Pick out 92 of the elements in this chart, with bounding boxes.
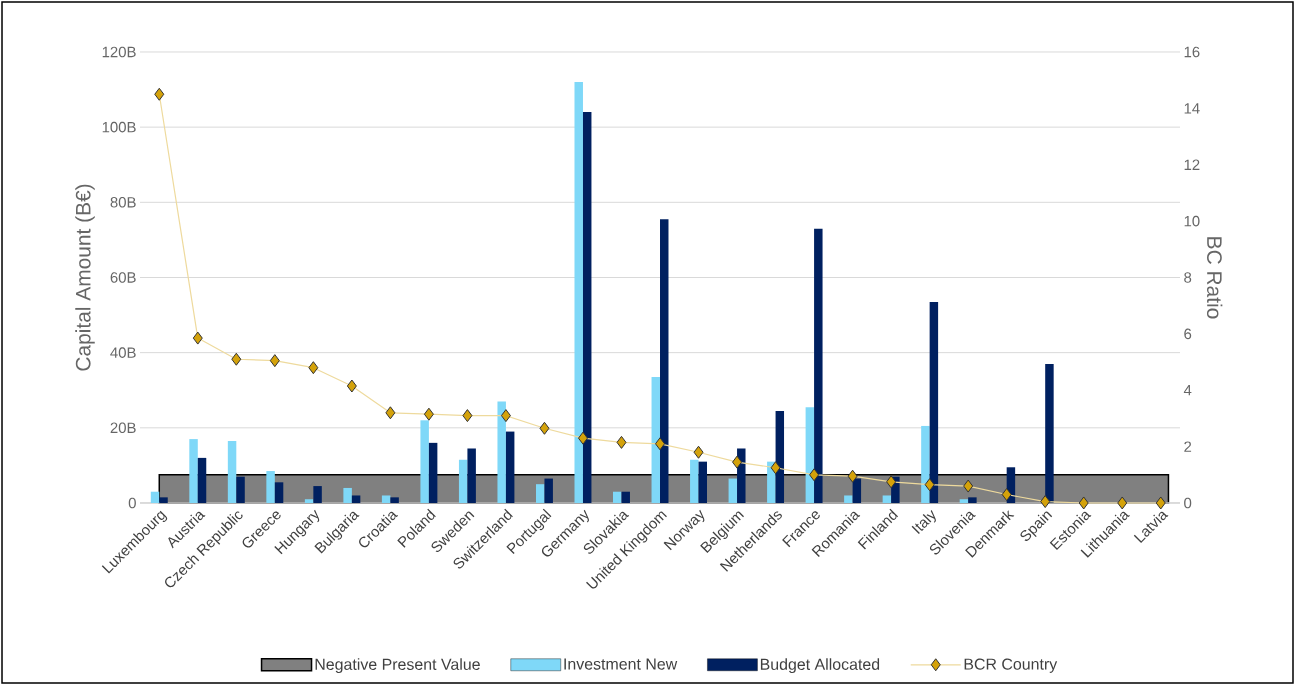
bar xyxy=(544,478,553,503)
y-tick-label: 80B xyxy=(110,197,136,208)
y-tick-label: 20B xyxy=(110,422,136,434)
point xyxy=(616,435,627,449)
bar xyxy=(458,459,468,503)
point xyxy=(732,455,743,469)
point xyxy=(809,468,820,482)
y2-axis-title: BC Ratio xyxy=(1206,237,1223,319)
legend-label: Investment New xyxy=(564,658,678,670)
bar xyxy=(505,431,515,503)
bar xyxy=(390,497,399,503)
bar xyxy=(497,401,506,503)
bar xyxy=(737,448,746,503)
bar xyxy=(351,495,361,503)
point xyxy=(655,437,666,451)
y-tick-label: 120B xyxy=(102,46,136,58)
y-axis-title: Capital Amount (B€) xyxy=(75,184,95,371)
bar xyxy=(844,495,853,503)
legend-label: Negative Present Value xyxy=(315,658,480,674)
bar xyxy=(805,407,815,503)
bar xyxy=(274,482,284,503)
bar xyxy=(343,487,352,503)
bar xyxy=(814,228,823,503)
point xyxy=(924,478,935,492)
bar xyxy=(189,439,198,503)
point xyxy=(539,421,550,435)
y-tick-label: 40B xyxy=(110,347,136,358)
bar xyxy=(882,495,892,503)
bar xyxy=(690,459,699,503)
y2-tick-label: 6 xyxy=(1184,328,1192,340)
point xyxy=(154,87,165,101)
bar xyxy=(582,112,592,503)
bar xyxy=(266,471,275,503)
bar xyxy=(227,440,237,503)
bar xyxy=(921,425,930,503)
y2-tick-label: 0 xyxy=(1184,497,1192,509)
point xyxy=(1001,488,1012,502)
point xyxy=(847,469,858,483)
bar xyxy=(467,448,476,503)
point xyxy=(693,445,704,459)
bar xyxy=(698,461,707,503)
y-tick-label: 100B xyxy=(102,121,136,133)
bar xyxy=(159,497,168,503)
bar xyxy=(197,457,207,503)
bar xyxy=(236,476,245,503)
bar xyxy=(959,499,969,503)
bar xyxy=(535,484,545,503)
point xyxy=(1078,496,1089,510)
point xyxy=(500,409,511,423)
point xyxy=(269,354,280,368)
y2-tick-label: 10 xyxy=(1184,215,1200,227)
legend-label: Budget Allocated xyxy=(760,658,880,674)
point xyxy=(231,352,242,366)
bar xyxy=(852,478,862,503)
bar xyxy=(613,491,622,503)
bar xyxy=(574,82,583,503)
bar xyxy=(660,219,669,503)
bar xyxy=(728,478,738,503)
bar xyxy=(621,491,630,503)
y2-tick-label: 4 xyxy=(1183,385,1192,396)
bar xyxy=(150,491,160,503)
point xyxy=(1117,496,1128,510)
point xyxy=(963,479,974,493)
bar xyxy=(775,410,785,503)
bar xyxy=(313,486,322,503)
point xyxy=(192,331,203,345)
y2-tick-label: 16 xyxy=(1184,46,1200,58)
bar xyxy=(929,301,939,503)
point xyxy=(423,407,434,421)
point xyxy=(385,406,396,420)
point xyxy=(1155,496,1166,510)
bar xyxy=(381,495,391,503)
point xyxy=(462,409,473,423)
bar xyxy=(428,442,438,503)
point xyxy=(770,461,781,475)
y2-tick-label: 2 xyxy=(1184,441,1192,452)
y2-tick-label: 14 xyxy=(1184,103,1200,114)
point xyxy=(886,475,897,489)
y2-tick-label: 12 xyxy=(1184,159,1200,170)
bar xyxy=(304,499,314,503)
y-tick-label: 0 xyxy=(128,497,136,509)
y-tick-label: 60B xyxy=(110,272,136,283)
bar xyxy=(1045,363,1054,503)
bar xyxy=(651,377,661,503)
point xyxy=(308,361,319,375)
y2-tick-label: 8 xyxy=(1184,272,1192,283)
bar xyxy=(420,420,429,503)
point xyxy=(346,379,357,393)
bar xyxy=(968,497,977,503)
point xyxy=(577,431,588,445)
legend-label: BCR Country xyxy=(964,658,1058,673)
point xyxy=(1040,495,1051,509)
